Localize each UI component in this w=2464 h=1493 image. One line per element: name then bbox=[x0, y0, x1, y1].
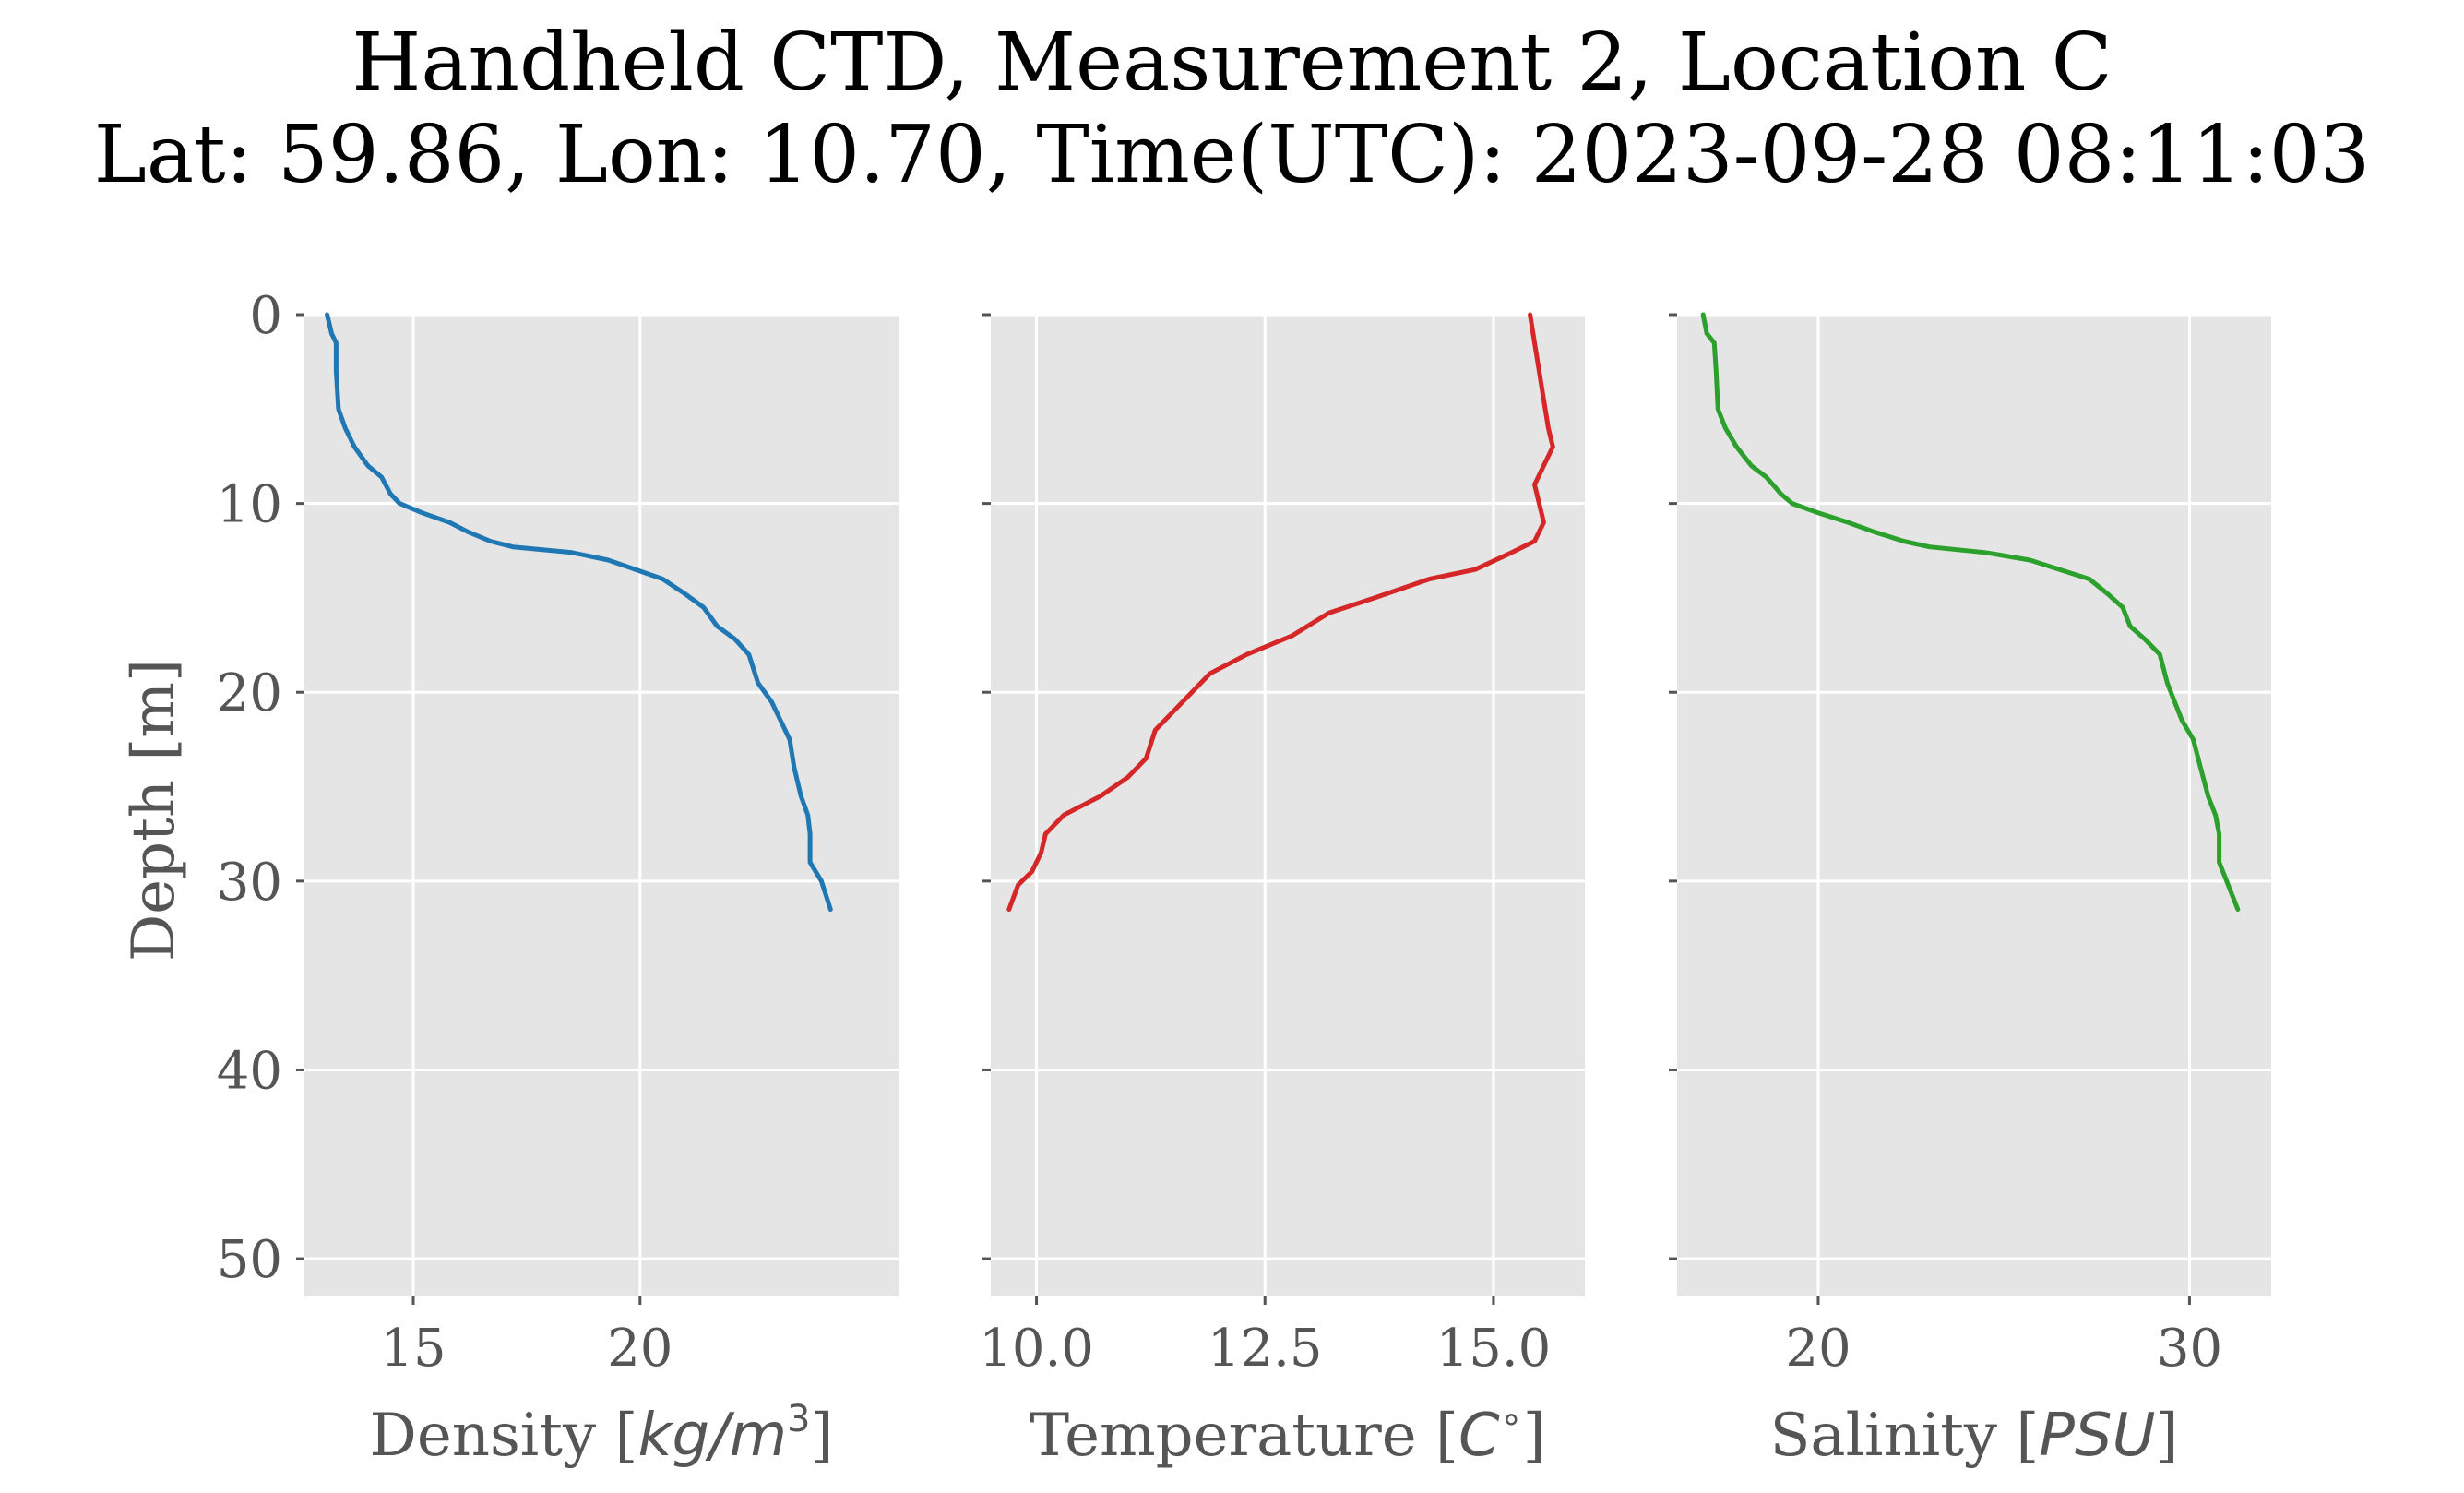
title-line-2: Lat: 59.86, Lon: 10.70, Time(UTC): 2023-… bbox=[93, 109, 2371, 201]
y-tick-label: 10 bbox=[217, 475, 282, 535]
plot-area-background bbox=[1677, 315, 2271, 1296]
y-tick-label: 40 bbox=[217, 1041, 282, 1101]
y-tick-label: 0 bbox=[249, 286, 282, 346]
x-tick-label: 12.5 bbox=[1208, 1319, 1323, 1379]
y-tick-label: 20 bbox=[217, 663, 282, 723]
x-axis-label: Salinity [PSU] bbox=[1770, 1402, 2179, 1470]
x-tick-label: 15 bbox=[380, 1319, 446, 1379]
x-tick-label: 20 bbox=[1785, 1319, 1851, 1379]
title-line-1: Handheld CTD, Measurement 2, Location C bbox=[351, 17, 2113, 109]
x-tick-label: 30 bbox=[2157, 1319, 2222, 1379]
profile-line bbox=[325, 312, 833, 912]
panel-3: 20 30 Salinity [PSU] bbox=[1669, 312, 2271, 1470]
profile-line bbox=[1700, 312, 2241, 912]
x-axis-label: Density [kg/m3] bbox=[370, 1398, 834, 1470]
plot-area-background bbox=[304, 315, 899, 1296]
profile-line bbox=[1006, 312, 1555, 912]
y-tick-label: 30 bbox=[217, 853, 282, 913]
y-axis-label: Depth [m] bbox=[120, 659, 188, 961]
x-tick-label: 15.0 bbox=[1436, 1319, 1552, 1379]
x-tick-label: 20 bbox=[607, 1319, 673, 1379]
plot-area-background bbox=[991, 315, 1585, 1296]
x-axis-label: Temperature [C∘] bbox=[1030, 1398, 1545, 1470]
panel-2: 10.0 12.5 15.0 Temperature [C∘] bbox=[979, 312, 1585, 1470]
panel-1: 15 20 0 10 20 30 40 50 Density [kg/m3] bbox=[217, 286, 899, 1470]
y-tick-label: 50 bbox=[217, 1230, 282, 1290]
x-tick-label: 10.0 bbox=[979, 1319, 1094, 1379]
